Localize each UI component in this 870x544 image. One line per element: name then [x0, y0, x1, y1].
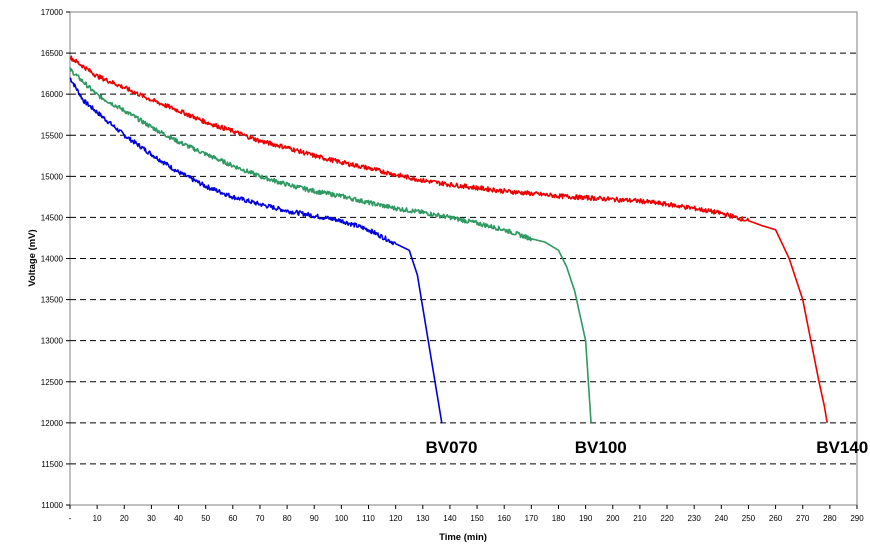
- y-tick-label: 15000: [41, 172, 64, 181]
- x-tick-label: 200: [606, 514, 620, 523]
- y-tick-label: 14000: [41, 255, 64, 264]
- series-label-bv100: BV100: [575, 438, 627, 457]
- x-tick-label: 240: [715, 514, 729, 523]
- y-axis-title: Voltage (mV): [27, 229, 38, 286]
- grid-lines: [70, 52, 857, 465]
- y-tick-label: 16500: [41, 49, 64, 58]
- x-tick-label: 130: [416, 514, 430, 523]
- x-tick-label: 140: [443, 514, 457, 523]
- x-tick-label: 10: [93, 514, 102, 523]
- data-series: [69, 55, 828, 423]
- x-tick-label: 70: [256, 514, 265, 523]
- y-tick-label: 12000: [41, 419, 64, 428]
- x-tick-label: 270: [796, 514, 810, 523]
- series-line-bv100: [69, 67, 592, 423]
- x-tick-label: 60: [228, 514, 237, 523]
- x-axis-title: Time (min): [439, 532, 487, 543]
- x-tick-label: 280: [823, 514, 837, 523]
- x-tick-label: 180: [552, 514, 566, 523]
- x-tick-label: 260: [769, 514, 783, 523]
- series-line-bv070: [69, 77, 443, 423]
- x-tick-label: 190: [579, 514, 593, 523]
- x-tick-label: 90: [310, 514, 319, 523]
- x-tick-label: 80: [283, 514, 292, 523]
- y-tick-label: 14500: [41, 213, 64, 222]
- series-label-bv070: BV070: [426, 438, 478, 457]
- x-tick-label: 30: [147, 514, 156, 523]
- y-tick-label: 17000: [41, 8, 64, 17]
- y-tick-label: 16000: [41, 90, 64, 99]
- y-tick-label: 12500: [41, 378, 64, 387]
- x-tick-label: 250: [742, 514, 756, 523]
- x-tick-label: 100: [335, 514, 349, 523]
- y-tick-label: 15500: [41, 131, 64, 140]
- x-tick-label: 120: [389, 514, 403, 523]
- x-tick-label: 290: [850, 514, 864, 523]
- y-tick-label: 13000: [41, 337, 64, 346]
- x-tick-label: 220: [660, 514, 674, 523]
- y-tick-label: 11000: [41, 501, 63, 510]
- series-line-bv140: [69, 55, 828, 423]
- x-tick-label: 40: [174, 514, 183, 523]
- y-tick-label: 11500: [41, 460, 63, 469]
- x-tick-label: 150: [470, 514, 484, 523]
- x-tick-label: 230: [687, 514, 701, 523]
- series-labels: BV070 BV100 BV140: [426, 438, 869, 457]
- axis-ticks: 11000 11500 12000 12500 13000 13500 14000 14500…: [41, 8, 864, 523]
- y-tick-label: 13500: [41, 296, 64, 305]
- series-label-bv140: BV140: [816, 438, 868, 457]
- x-tick-label: 20: [120, 514, 129, 523]
- x-tick-label: 210: [633, 514, 647, 523]
- x-tick-label: 110: [362, 514, 375, 523]
- x-tick-label: -: [69, 514, 72, 523]
- x-tick-label: 160: [498, 514, 512, 523]
- x-tick-label: 170: [525, 514, 539, 523]
- x-tick-label: 50: [201, 514, 210, 523]
